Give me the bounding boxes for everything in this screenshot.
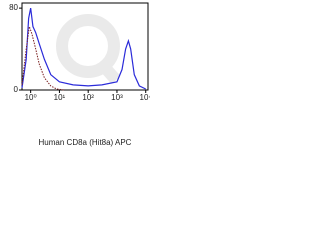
plot-frame bbox=[21, 2, 149, 91]
x-tick-label: 10² bbox=[82, 93, 94, 102]
page: Human CD8a (Hit8a) APC 10⁰ 10¹ 10² 10³ 10⁴ 0 8… bbox=[9, 2, 150, 148]
series-line bbox=[21, 26, 65, 91]
watermark bbox=[56, 14, 121, 84]
x-tick-label: 10¹ bbox=[54, 93, 66, 102]
y-tick-label: 0 bbox=[14, 85, 19, 94]
x-axis-label: Human CD8a (Hit8a) APC bbox=[39, 138, 132, 147]
chart: Human CD8a (Hit8a) APC 10⁰ 10¹ 10² 10³ 10⁴ 0 8… bbox=[9, 2, 150, 147]
x-tick-label: 10³ bbox=[111, 93, 123, 102]
y-tick-label: 80 bbox=[9, 3, 18, 12]
x-tick-label: 10⁴ bbox=[140, 93, 150, 102]
series-line bbox=[21, 8, 146, 90]
x-tick-label: 10⁰ bbox=[25, 93, 37, 102]
